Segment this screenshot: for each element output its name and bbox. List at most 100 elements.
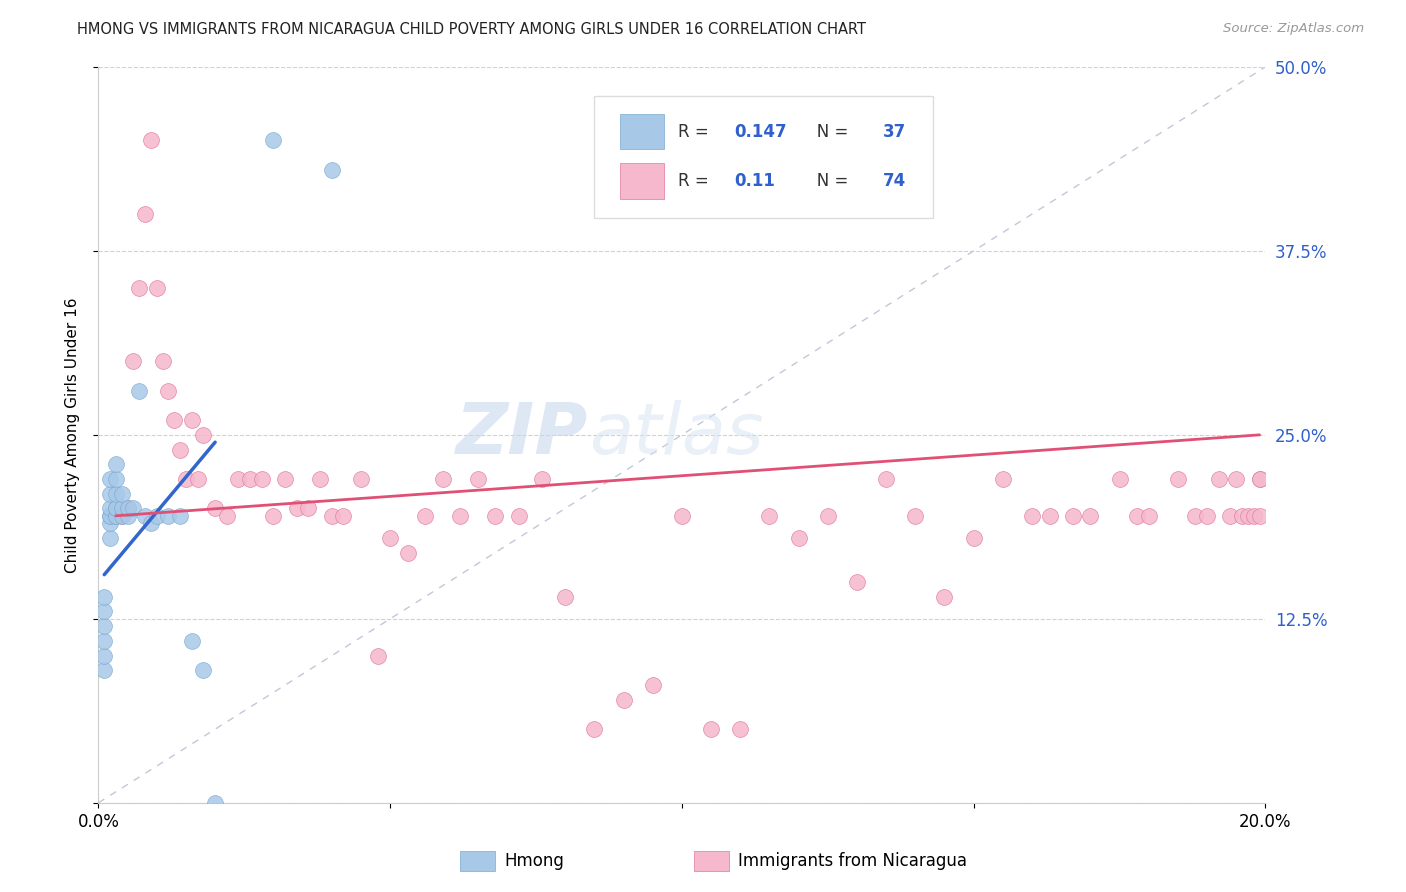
Point [139, 133, 162, 147]
Point [1062, 508, 1084, 523]
Point [1184, 508, 1206, 523]
Text: atlas: atlas [589, 401, 763, 469]
Point [641, 678, 664, 692]
Point [169, 442, 191, 457]
Point [1137, 508, 1160, 523]
Point [285, 501, 308, 516]
Text: R =: R = [679, 172, 714, 190]
Point [1208, 472, 1230, 486]
Point [1126, 508, 1149, 523]
Point [934, 590, 956, 604]
Point [152, 354, 174, 368]
Point [432, 472, 454, 486]
Point [134, 508, 156, 523]
Point [846, 575, 869, 590]
Point [204, 796, 226, 810]
Point [239, 472, 262, 486]
Point [98, 516, 121, 530]
Point [98, 472, 121, 486]
Point [787, 531, 810, 545]
Point [104, 472, 127, 486]
Point [104, 508, 127, 523]
Point [991, 472, 1014, 486]
Point [169, 508, 191, 523]
Point [93, 619, 115, 633]
Point [309, 472, 332, 486]
Point [104, 457, 127, 471]
Point [93, 633, 115, 648]
Bar [693, 851, 728, 871]
Point [204, 501, 226, 516]
Point [396, 545, 419, 560]
Text: N =: N = [801, 123, 853, 141]
Text: 74: 74 [883, 172, 905, 190]
Point [1249, 472, 1271, 486]
Point [1021, 508, 1043, 523]
Point [122, 501, 145, 516]
Point [962, 531, 984, 545]
Point [274, 472, 297, 486]
Point [146, 281, 169, 295]
Point [139, 516, 162, 530]
Point [730, 723, 752, 737]
Point [508, 508, 530, 523]
Point [1225, 472, 1247, 486]
Point [93, 590, 115, 604]
Text: 0.147: 0.147 [734, 123, 787, 141]
Point [98, 508, 121, 523]
Point [104, 508, 127, 523]
Point [122, 354, 145, 368]
Point [104, 487, 127, 501]
Point [146, 508, 169, 523]
Point [1038, 508, 1060, 523]
Point [262, 133, 284, 147]
Point [98, 531, 121, 545]
Bar [620, 163, 665, 199]
Text: 37: 37 [883, 123, 905, 141]
Point [1230, 508, 1253, 523]
Point [1237, 508, 1260, 523]
Point [1195, 508, 1218, 523]
Point [380, 531, 402, 545]
Point [111, 487, 134, 501]
Point [117, 508, 139, 523]
Text: ZIP: ZIP [457, 401, 589, 469]
Point [904, 508, 927, 523]
Text: Hmong: Hmong [505, 852, 564, 870]
Text: N =: N = [801, 172, 853, 190]
Point [117, 501, 139, 516]
Point [104, 508, 127, 523]
Point [98, 508, 121, 523]
Point [583, 723, 606, 737]
Point [484, 508, 506, 523]
Point [128, 281, 150, 295]
Point [413, 508, 436, 523]
Point [671, 508, 693, 523]
Point [180, 633, 202, 648]
Point [467, 472, 489, 486]
Point [93, 664, 115, 678]
Point [157, 384, 180, 398]
Text: R =: R = [679, 123, 714, 141]
Point [193, 664, 215, 678]
Y-axis label: Child Poverty Among Girls Under 16: Child Poverty Among Girls Under 16 [65, 297, 80, 573]
Point [215, 508, 238, 523]
Point [193, 427, 215, 442]
Point [163, 413, 186, 427]
Point [104, 501, 127, 516]
Point [332, 508, 354, 523]
Point [187, 472, 209, 486]
Point [93, 605, 115, 619]
Point [350, 472, 373, 486]
Point [104, 501, 127, 516]
Point [530, 472, 553, 486]
Point [128, 384, 150, 398]
Point [297, 501, 319, 516]
FancyBboxPatch shape [595, 96, 932, 218]
Point [262, 508, 284, 523]
Point [98, 501, 121, 516]
Point [1249, 472, 1271, 486]
Text: 0.11: 0.11 [734, 172, 775, 190]
Point [111, 501, 134, 516]
Point [1080, 508, 1102, 523]
